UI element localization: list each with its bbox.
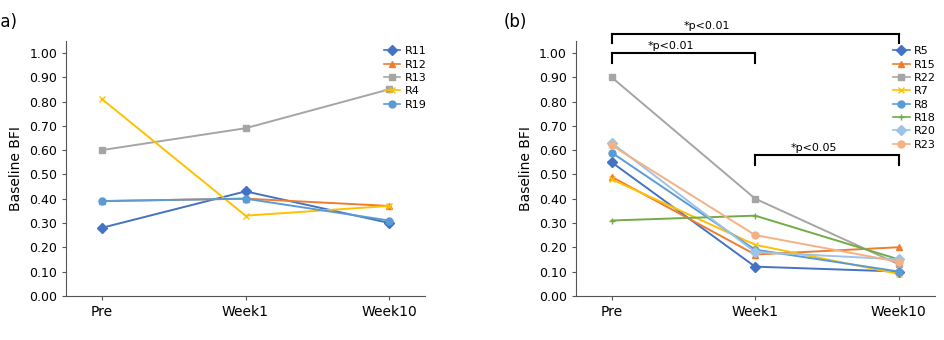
Text: (b): (b) — [504, 13, 528, 31]
R11 — [383, 221, 395, 225]
Line: R20: R20 — [608, 139, 902, 263]
R19 — [96, 199, 108, 203]
R4 — [383, 204, 395, 208]
R20 — [606, 141, 617, 145]
R8 — [893, 270, 904, 274]
R19 — [240, 197, 251, 201]
R20 — [750, 250, 761, 254]
R7 — [893, 272, 904, 276]
R12 — [240, 197, 251, 201]
R22 — [893, 262, 904, 266]
Text: *p<0.05: *p<0.05 — [791, 142, 837, 153]
R23 — [893, 260, 904, 264]
Text: *p<0.01: *p<0.01 — [683, 21, 730, 31]
R18 — [750, 214, 761, 218]
Line: R22: R22 — [608, 74, 902, 268]
R12 — [383, 204, 395, 208]
R4 — [96, 97, 108, 101]
Text: (a): (a) — [0, 13, 17, 31]
R22 — [606, 75, 617, 79]
Line: R13: R13 — [98, 86, 393, 154]
R13 — [96, 148, 108, 152]
R13 — [240, 126, 251, 130]
Legend: R5, R15, R22, R7, R8, R18, R20, R23: R5, R15, R22, R7, R8, R18, R20, R23 — [893, 46, 936, 150]
R23 — [750, 233, 761, 237]
R7 — [750, 243, 761, 247]
R7 — [606, 177, 617, 181]
R11 — [96, 226, 108, 230]
R5 — [893, 270, 904, 274]
R8 — [750, 248, 761, 252]
R12 — [96, 199, 108, 203]
R23 — [606, 143, 617, 147]
Y-axis label: Baseline BFI: Baseline BFI — [9, 126, 24, 211]
R13 — [383, 87, 395, 91]
Line: R23: R23 — [608, 142, 902, 265]
Legend: R11, R12, R13, R4, R19: R11, R12, R13, R4, R19 — [383, 46, 427, 110]
R15 — [750, 253, 761, 257]
Line: R4: R4 — [98, 96, 393, 219]
Line: R5: R5 — [608, 159, 902, 275]
R15 — [893, 245, 904, 249]
Line: R19: R19 — [98, 195, 393, 224]
R8 — [606, 151, 617, 155]
R5 — [750, 265, 761, 269]
R22 — [750, 197, 761, 201]
Line: R12: R12 — [98, 195, 393, 209]
Line: R11: R11 — [98, 188, 393, 231]
R19 — [383, 219, 395, 223]
R20 — [893, 257, 904, 261]
R18 — [893, 257, 904, 261]
R4 — [240, 214, 251, 218]
Line: R7: R7 — [608, 176, 902, 277]
R11 — [240, 189, 251, 193]
Line: R18: R18 — [608, 212, 902, 263]
Line: R15: R15 — [608, 173, 902, 258]
R15 — [606, 175, 617, 179]
Text: *p<0.01: *p<0.01 — [648, 40, 694, 51]
R5 — [606, 160, 617, 164]
Line: R8: R8 — [608, 149, 902, 275]
R18 — [606, 219, 617, 223]
Y-axis label: Baseline BFI: Baseline BFI — [519, 126, 533, 211]
